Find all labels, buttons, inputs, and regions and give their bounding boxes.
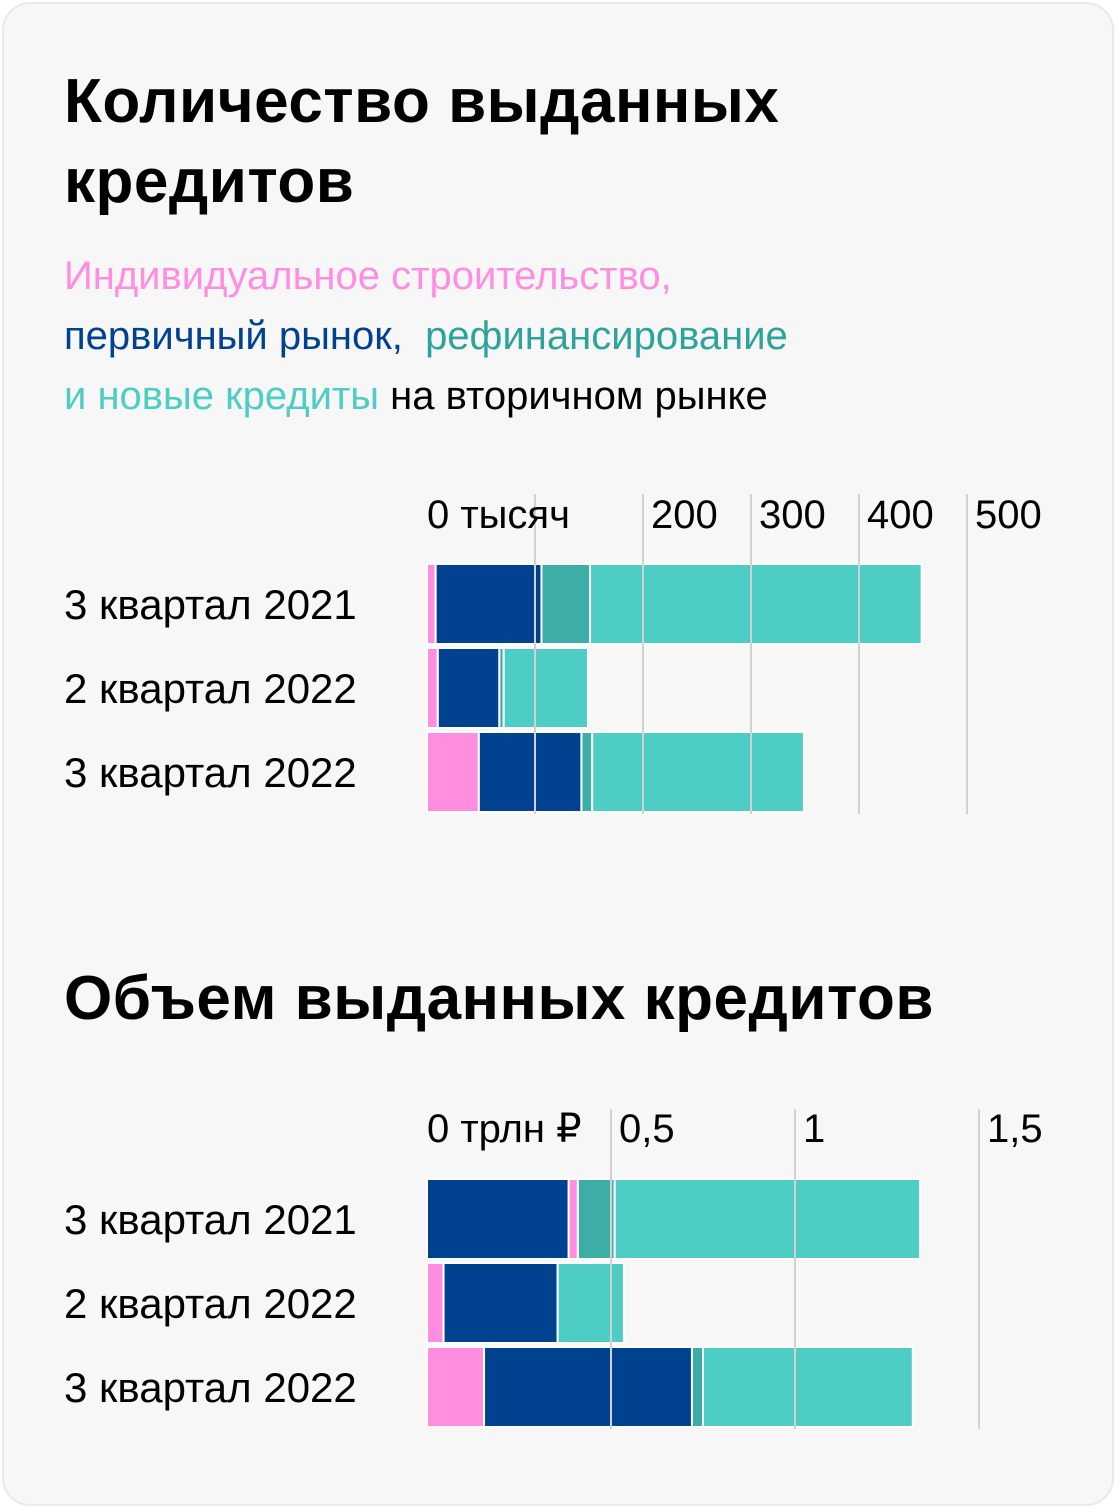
bar-segment-refinance <box>690 1346 705 1428</box>
category-label: 3 квартал 2022 <box>64 749 357 796</box>
category-label: 2 квартал 2022 <box>64 665 357 712</box>
bar-segment-primary <box>434 563 543 645</box>
bar-segment-refinance <box>576 1178 616 1260</box>
bar-segment-individual <box>426 1262 445 1344</box>
tick-label: 0 трлн ₽ <box>427 1107 582 1151</box>
volume-chart-svg: 3 квартал 2021 2 квартал 2022 3 квартал 20… <box>64 1107 1043 1429</box>
bar-segment-new-secondary <box>556 1262 625 1344</box>
bar-segment-new-secondary <box>502 647 589 729</box>
legend: Индивидуальное строительство, первичный … <box>64 246 964 426</box>
legend-new-secondary: и новые кредиты <box>64 374 380 418</box>
bar-segment-individual <box>426 563 437 645</box>
bar-segment-primary <box>436 647 501 729</box>
tick-label: 200 <box>651 493 718 537</box>
count-chart: 3 квартал 2021 2 квартал 2022 3 квартал 20… <box>4 474 1120 834</box>
volume-chart: 3 квартал 2021 2 квартал 2022 3 квартал 20… <box>4 1094 1120 1454</box>
chart-title-volume: Объем выданных кредитов <box>64 964 934 1033</box>
legend-primary: первичный рынок, <box>64 314 403 358</box>
chart-title-count: Количество выданных кредитов <box>64 67 780 216</box>
bar-segment-primary <box>477 731 583 813</box>
category-label: 3 квартал 2022 <box>64 1364 357 1411</box>
tick-label: 400 <box>867 493 934 537</box>
bar-segment-refinance <box>540 563 592 645</box>
bar-segment-primary <box>426 1178 570 1260</box>
bar-segment-new-secondary <box>589 563 923 645</box>
bar-segment-individual <box>426 1346 486 1428</box>
category-label: 3 квартал 2021 <box>64 581 357 628</box>
category-label: 3 квартал 2021 <box>64 1196 357 1243</box>
tick-label: 1 <box>803 1107 825 1151</box>
tick-label: 1,5 <box>987 1107 1043 1151</box>
category-label: 2 квартал 2022 <box>64 1280 357 1327</box>
tick-label: 500 <box>975 493 1042 537</box>
bar-segment-individual <box>426 731 480 813</box>
bar-segment-primary <box>442 1262 559 1344</box>
legend-individual: Индивидуальное строительство, <box>64 254 672 298</box>
bar-segment-refinance <box>580 731 594 813</box>
legend-suffix: на вторичном рынке <box>390 374 768 418</box>
bar-segment-new-secondary <box>613 1178 922 1260</box>
bar-segment-new-secondary <box>702 1346 914 1428</box>
legend-refinance: рефинансирование <box>425 314 788 358</box>
bar-segment-primary <box>483 1346 693 1428</box>
tick-label: 300 <box>759 493 826 537</box>
bar-segment-individual <box>567 1178 579 1260</box>
count-chart-svg: 3 квартал 2021 2 квартал 2022 3 квартал 20… <box>64 493 1042 814</box>
tick-label: 0,5 <box>619 1107 675 1151</box>
bar-segment-new-secondary <box>591 731 805 813</box>
tick-label: 0 тысяч <box>427 493 570 537</box>
bar-segment-individual <box>426 647 439 729</box>
